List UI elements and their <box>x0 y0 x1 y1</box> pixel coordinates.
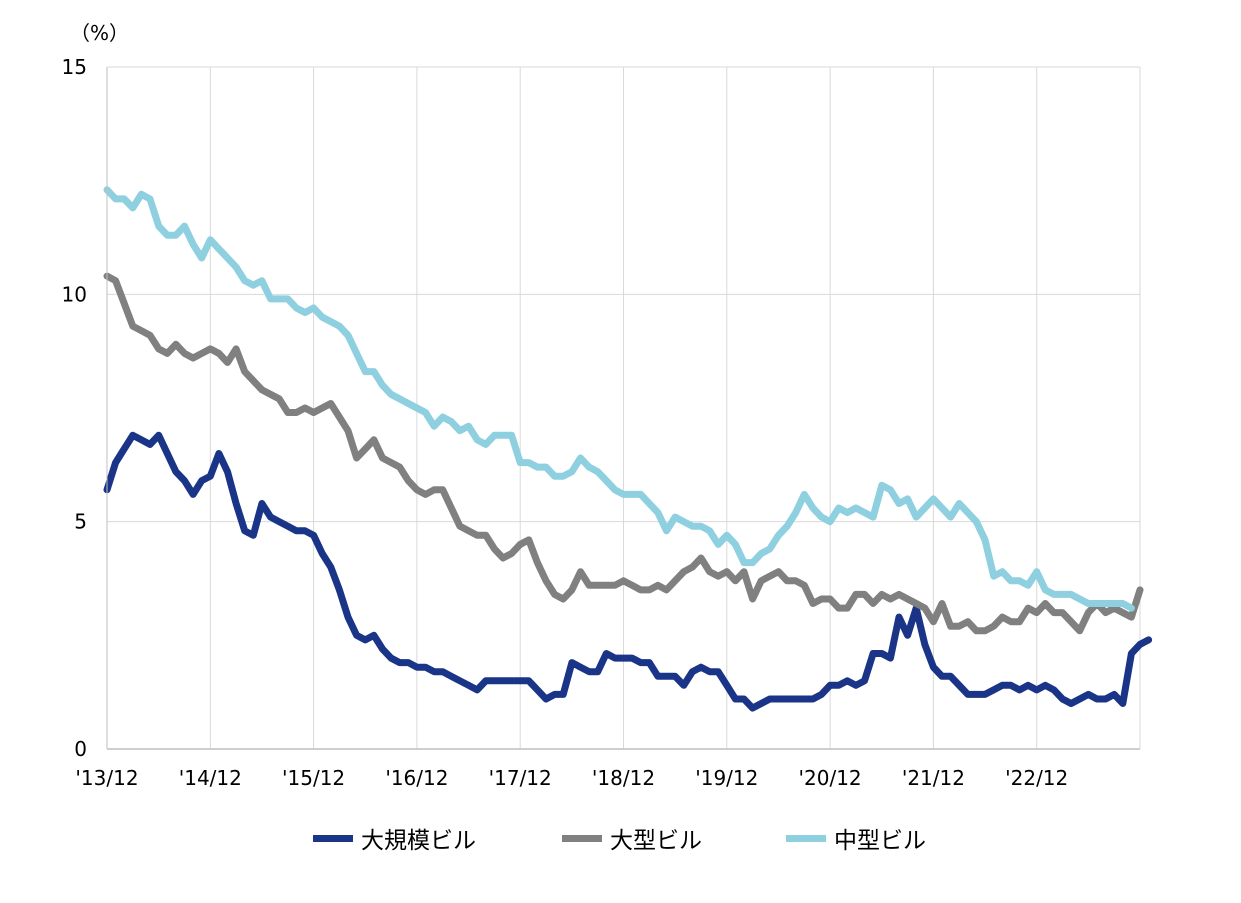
legend-item-medium: 中型ビル <box>786 818 926 858</box>
legend-item-large-scale: 大規模ビル <box>313 818 476 858</box>
x-tick-label: '14/12 <box>179 766 242 790</box>
x-tick-label: '16/12 <box>385 766 448 790</box>
x-tick-label: '22/12 <box>1005 766 1068 790</box>
legend-swatch-large-scale <box>313 834 353 842</box>
series-line-1 <box>103 272 1144 635</box>
legend-label-large: 大型ビル <box>610 828 702 854</box>
x-tick-label: '15/12 <box>282 766 345 790</box>
series-line-2 <box>103 186 1135 612</box>
x-axis-ticks: '13/12 '14/12 '15/12 '16/12 '17/12 '18/12 '19/… <box>75 766 1068 790</box>
y-tick-label: 5 <box>74 510 87 534</box>
x-tick-label: '19/12 <box>695 766 758 790</box>
y-axis-ticks: 0 5 10 15 <box>62 55 87 761</box>
y-tick-label: 0 <box>74 737 87 761</box>
x-tick-label: '13/12 <box>75 766 138 790</box>
legend-swatch-medium <box>786 834 826 842</box>
grid <box>107 66 1141 749</box>
legend: 大規模ビル 大型ビル 中型ビル <box>0 818 1241 858</box>
series-line-0 <box>103 431 1153 712</box>
x-tick-label: '21/12 <box>902 766 965 790</box>
x-tick-label: '17/12 <box>489 766 552 790</box>
legend-item-large: 大型ビル <box>562 818 702 858</box>
series-lines <box>103 186 1153 712</box>
legend-label-large-scale: 大規模ビル <box>361 828 476 854</box>
legend-swatch-large <box>562 834 602 842</box>
y-tick-label: 15 <box>62 55 87 79</box>
x-tick-label: '18/12 <box>592 766 655 790</box>
axes <box>106 67 1140 750</box>
y-tick-label: 10 <box>62 282 87 306</box>
x-tick-label: '20/12 <box>799 766 862 790</box>
y-axis-unit-label: （%） <box>70 21 129 45</box>
legend-label-medium: 中型ビル <box>834 828 926 854</box>
